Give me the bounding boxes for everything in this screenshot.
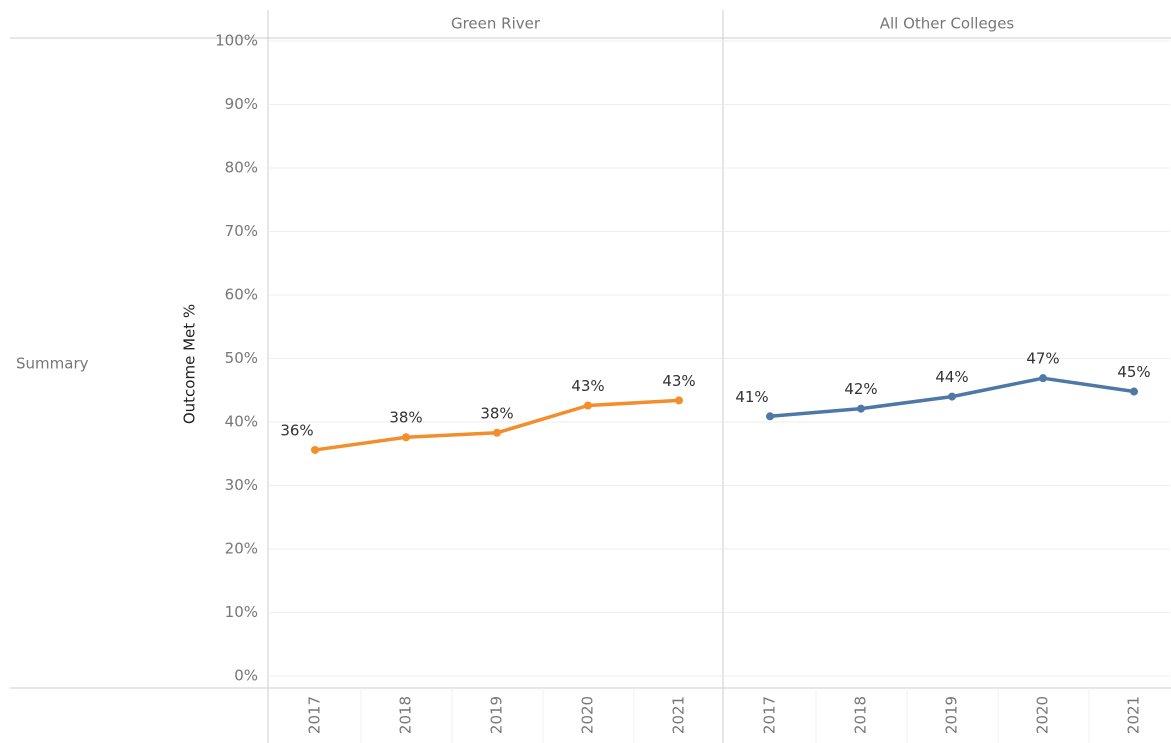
y-tick-label: 20% [225,540,258,558]
data-label: 38% [480,404,513,422]
x-tick-label: 2020 [1034,696,1052,734]
y-tick-label: 60% [225,286,258,304]
x-tick-label: 2020 [579,696,597,734]
data-label: 47% [1026,350,1059,368]
point [1130,387,1138,396]
data-label: 44% [935,368,968,386]
data-label: 41% [735,388,768,406]
x-tick-label: 2021 [670,696,688,734]
row-label: Summary [16,355,89,373]
point [766,412,774,421]
y-tick-label: 0% [234,667,258,685]
y-tick-label: 50% [225,349,258,367]
point [402,433,410,442]
y-tick-label: 30% [225,476,258,494]
point [311,445,319,454]
point [948,392,956,401]
x-tick-label: 2019 [488,696,506,734]
point [493,428,501,437]
data-label: 45% [1117,363,1150,381]
point [857,404,865,413]
data-label: 43% [662,372,695,390]
panel-header: Green River [451,15,541,33]
y-tick-label: 80% [225,159,258,177]
point [1039,374,1047,383]
point [584,401,592,410]
data-label: 38% [389,409,422,427]
y-tick-label: 100% [215,32,258,50]
panel-header: All Other Colleges [880,15,1015,33]
x-tick-label: 2018 [397,696,415,734]
x-tick-label: 2019 [943,696,961,734]
y-tick-label: 90% [225,95,258,113]
data-label: 43% [571,377,604,395]
x-tick-label: 2021 [1125,696,1143,734]
data-label: 42% [844,380,877,398]
data-label: 36% [280,421,313,439]
y-tick-label: 70% [225,222,258,240]
y-axis-title: Outcome Met % [181,304,199,424]
y-tick-label: 40% [225,413,258,431]
point [675,396,683,405]
x-tick-label: 2017 [306,696,324,734]
x-tick-label: 2018 [852,696,870,734]
x-tick-label: 2017 [761,696,779,734]
y-tick-label: 10% [225,603,258,621]
